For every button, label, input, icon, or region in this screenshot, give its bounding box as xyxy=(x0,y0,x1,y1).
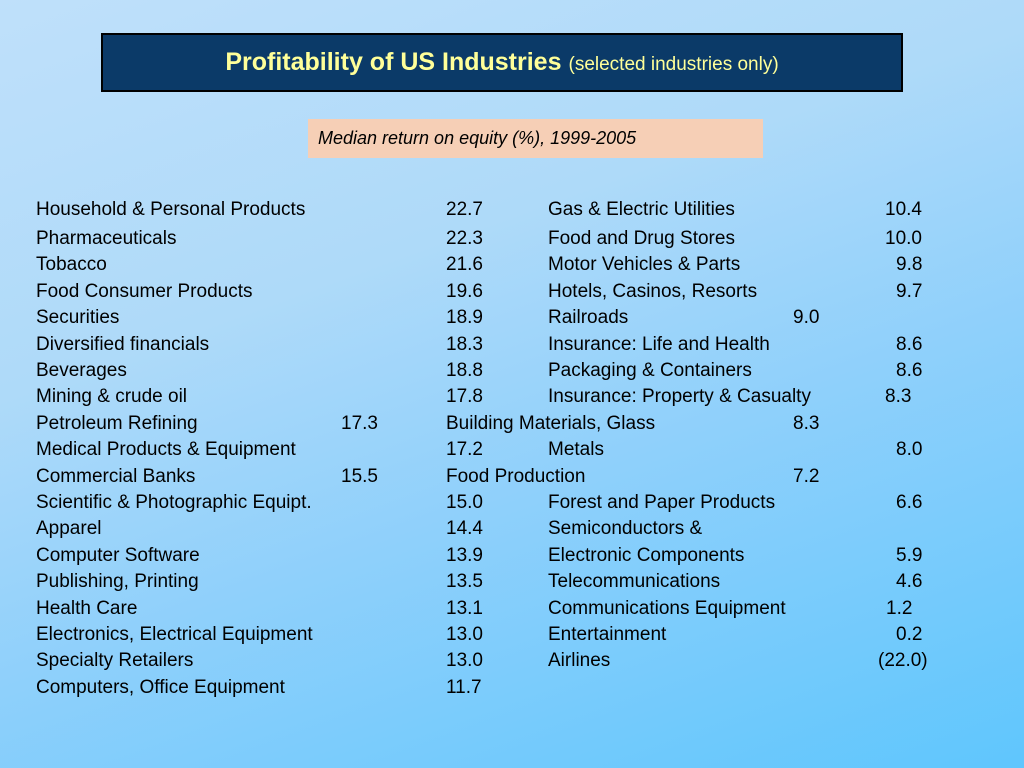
right-value: (22.0) xyxy=(878,650,928,671)
left-industry: Computer Software xyxy=(36,545,200,566)
left-industry: Food Consumer Products xyxy=(36,281,253,302)
right-industry: Electronic Components xyxy=(548,545,745,566)
right-industry: Insurance: Property & Casualty xyxy=(548,386,811,407)
right-industry: Packaging & Containers xyxy=(548,360,752,381)
left-industry: Apparel xyxy=(36,518,102,539)
left-value: 18.9 xyxy=(446,307,483,328)
left-value: 19.6 xyxy=(446,281,483,302)
left-industry: Beverages xyxy=(36,360,127,381)
left-industry: Pharmaceuticals xyxy=(36,228,177,249)
right-value: 8.3 xyxy=(793,413,820,434)
right-value: 7.2 xyxy=(793,466,820,487)
left-industry: Electronics, Electrical Equipment xyxy=(36,624,313,645)
right-value: 8.6 xyxy=(896,360,923,381)
left-industry: Household & Personal Products xyxy=(36,199,306,220)
left-value: 13.0 xyxy=(446,650,483,671)
left-value: 13.9 xyxy=(446,545,483,566)
page-title: Profitability of US Industries xyxy=(225,48,562,76)
left-value: 13.1 xyxy=(446,598,483,619)
left-value: 22.3 xyxy=(446,228,483,249)
left-industry: Specialty Retailers xyxy=(36,650,194,671)
right-value: 10.4 xyxy=(885,199,922,220)
right-value: 9.8 xyxy=(896,254,923,275)
right-industry: Metals xyxy=(548,439,604,460)
right-industry: Entertainment xyxy=(548,624,667,645)
left-industry: Computers, Office Equipment xyxy=(36,677,285,698)
left-value: 18.3 xyxy=(446,334,483,355)
right-value: 4.6 xyxy=(896,571,923,592)
right-industry: Communications Equipment xyxy=(548,598,786,619)
right-industry: Building Materials, Glass xyxy=(446,413,656,434)
left-value: 14.4 xyxy=(446,518,483,539)
right-industry: Food and Drug Stores xyxy=(548,228,735,249)
right-industry: Gas & Electric Utilities xyxy=(548,199,735,220)
left-value: 13.5 xyxy=(446,571,483,592)
subtitle-box: Median return on equity (%), 1999-2005 xyxy=(308,119,763,158)
left-value: 21.6 xyxy=(446,254,483,275)
left-value: 11.7 xyxy=(446,677,482,698)
right-value: 9.7 xyxy=(896,281,923,302)
right-industry: Railroads xyxy=(548,307,629,328)
right-value: 8.0 xyxy=(896,439,923,460)
left-industry: Diversified financials xyxy=(36,334,210,355)
left-value: 17.2 xyxy=(446,439,483,460)
left-industry: Medical Products & Equipment xyxy=(36,439,296,460)
right-industry: Insurance: Life and Health xyxy=(548,334,770,355)
left-value: 13.0 xyxy=(446,624,483,645)
left-industry: Securities xyxy=(36,307,120,328)
left-industry: Mining & crude oil xyxy=(36,386,188,407)
left-value: 18.8 xyxy=(446,360,483,381)
right-value: 0.2 xyxy=(896,624,923,645)
right-industry: Forest and Paper Products xyxy=(548,492,776,513)
right-industry: Food Production xyxy=(446,466,586,487)
page-title-note: (selected industries only) xyxy=(568,53,779,75)
right-industry: Telecommunications xyxy=(548,571,721,592)
left-industry: Health Care xyxy=(36,598,138,619)
right-value: 8.3 xyxy=(885,386,912,407)
right-value: 10.0 xyxy=(885,228,922,249)
right-industry: Motor Vehicles & Parts xyxy=(548,254,741,275)
left-value: 15.5 xyxy=(341,466,378,487)
left-industry: Commercial Banks xyxy=(36,466,196,487)
title-banner: Profitability of US Industries (selected… xyxy=(101,33,903,92)
right-value: 6.6 xyxy=(896,492,923,513)
left-industry: Tobacco xyxy=(36,254,107,275)
right-value: 8.6 xyxy=(896,334,923,355)
right-industry: Hotels, Casinos, Resorts xyxy=(548,281,758,302)
right-industry: Semiconductors & xyxy=(548,518,703,539)
left-value: 15.0 xyxy=(446,492,483,513)
left-industry: Scientific & Photographic Equipt. xyxy=(36,492,312,513)
left-industry: Publishing, Printing xyxy=(36,571,199,592)
right-value: 5.9 xyxy=(896,545,923,566)
right-value: 1.2 xyxy=(886,598,913,619)
left-value: 17.8 xyxy=(446,386,483,407)
right-industry: Airlines xyxy=(548,650,611,671)
left-industry: Petroleum Refining xyxy=(36,413,198,434)
subtitle: Median return on equity (%), 1999-2005 xyxy=(318,128,637,148)
left-value: 22.7 xyxy=(446,199,483,220)
left-value: 17.3 xyxy=(341,413,378,434)
right-value: 9.0 xyxy=(793,307,820,328)
